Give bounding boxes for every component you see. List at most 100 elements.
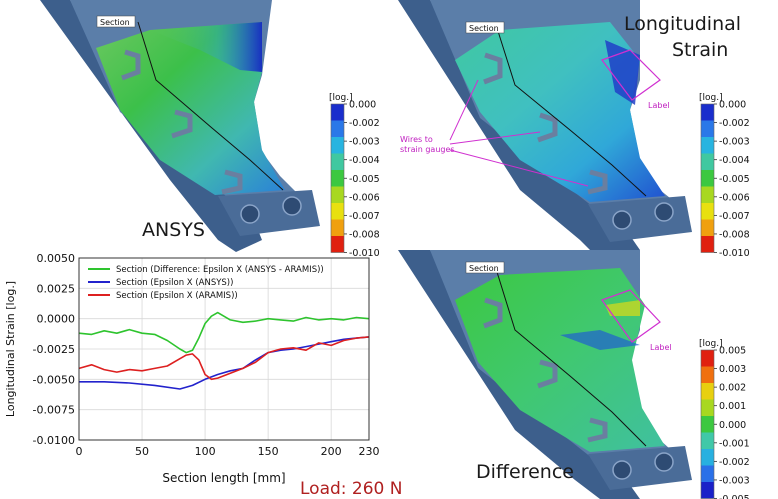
ansys-wire-trace-3 (221, 169, 243, 195)
aramis-title-line1: Longitudinal (624, 13, 741, 35)
colorbar-difference-tick-label: -0.005 (719, 494, 750, 499)
diff-label-box (601, 289, 661, 343)
colorbar-aramis-swatch (701, 236, 714, 253)
diff-bolt-hole-1 (612, 460, 632, 480)
ansys-section-tag-box (96, 15, 136, 28)
colorbar-ansys-tick-label: 0.000 (349, 100, 376, 111)
colorbar-aramis-swatch (701, 170, 714, 187)
diff-yellow-streak (605, 300, 640, 316)
y-tick-label: -0.0025 (33, 343, 75, 356)
colorbar-difference-tick-label: 0.003 (719, 364, 746, 375)
colorbar-aramis-swatch (701, 104, 714, 121)
colorbar-ansys-swatch (331, 219, 344, 236)
y-axis-label: Longitudinal Strain [log.] (4, 281, 17, 417)
x-axis-label: Section length [mm] (162, 471, 285, 485)
colorbar-aramis-swatch (701, 120, 714, 137)
colorbar-aramis-tick-label: 0.000 (719, 100, 746, 111)
aramis-section-tag: Section (469, 24, 499, 33)
y-tick-labels: 0.0050 0.0025 0.0000 -0.0025 -0.0050 -0.0075 -… (33, 252, 75, 447)
aramis-section-tag-box (465, 21, 505, 34)
colorbar-ansys-swatch (331, 137, 344, 154)
colorbar-difference-unit: [log.] (699, 339, 723, 349)
diff-title: Difference (476, 461, 574, 483)
aramis-bolt-hole-2 (654, 202, 674, 222)
colorbar-difference-swatch (701, 366, 714, 383)
colorbar-difference-tick-label: 0.001 (719, 401, 746, 412)
colorbar-ansys-swatch (331, 104, 344, 121)
ansys-wire-trace-1 (121, 49, 141, 81)
diff-section-tag: Section (469, 264, 499, 273)
colorbar-aramis-tick-label: -0.002 (719, 118, 750, 129)
colorbar-aramis-tick-label: -0.006 (719, 192, 750, 203)
diff-blue-streak (560, 330, 640, 350)
ansys-panel: Section ANSYS (40, 0, 320, 252)
diff-wire-trace-2 (537, 359, 558, 389)
diff-section-tag-box (465, 261, 505, 274)
colorbar-aramis-tick-label: -0.010 (719, 248, 750, 259)
x-tick-label: 150 (258, 445, 279, 458)
colorbar-ansys-unit: [log.] (329, 93, 353, 103)
aramis-panel: Section Label Wires to strain gauges Lon… (398, 0, 741, 260)
diff-bolt-hole-2 (654, 452, 674, 472)
aramis-title-line2: Strain (672, 39, 728, 61)
colorbar-ansys-swatch (331, 170, 344, 187)
x-tick-label: 0 (76, 445, 83, 458)
diff-strain-field (455, 268, 665, 452)
colorbar-difference-swatch (701, 383, 714, 400)
aramis-wire-trace-2 (537, 112, 558, 143)
ansys-bolt-hole-2 (282, 196, 302, 216)
legend-entry-3: Section (Epsilon X (ARAMIS)) (116, 291, 238, 301)
colorbar-ansys-swatch (331, 203, 344, 220)
aramis-wire-trace-1 (483, 52, 503, 85)
colorbar-ansys-tick-label: -0.006 (349, 192, 380, 203)
plot-frame (78, 257, 370, 441)
colorbar-aramis-tick-label: -0.005 (719, 174, 750, 185)
diff-wire-trace-1 (483, 297, 503, 329)
colorbar-ansys-swatch (331, 236, 344, 253)
colorbar-ansys-tick-label: -0.005 (349, 174, 380, 185)
x-tick-labels: 0 50 100 150 200 230 (76, 445, 380, 458)
colorbar-aramis-swatch (701, 137, 714, 154)
colorbar-difference-swatch (701, 350, 714, 367)
colorbar-ansys: [log.]0.000 -0.002 -0.003 -0.004 -0.005 -0.00… (329, 93, 380, 259)
load-label: Load: 260 N (300, 479, 402, 499)
colorbar-ansys-tick-label: -0.010 (349, 248, 380, 259)
colorbar-difference-tick-label: 0.000 (719, 420, 746, 431)
x-tick-label: 100 (195, 445, 216, 458)
ansys-strain-field-overlay (150, 22, 262, 72)
colorbar-aramis-swatch (701, 219, 714, 236)
colorbar-difference-tick-label: -0.003 (719, 475, 750, 486)
colorbar-aramis-tick-label: -0.004 (719, 155, 750, 166)
ansys-wire-trace-2 (171, 109, 193, 139)
x-tick-label: 50 (135, 445, 149, 458)
diff-wire-trace-3 (587, 417, 608, 443)
colorbar-difference-tick-label: 0.005 (719, 346, 746, 357)
y-tick-label: 0.0025 (37, 282, 76, 295)
wires-callout-line2: strain gauges (400, 145, 455, 154)
colorbar-difference-swatch (701, 399, 714, 416)
colorbar-aramis-swatch (701, 203, 714, 220)
colorbar-difference-swatch (701, 449, 714, 466)
wires-callout-leader-3 (449, 149, 589, 187)
colorbar-ansys-tick-label: -0.007 (349, 211, 380, 222)
colorbar-aramis-tick-label: -0.007 (719, 211, 750, 222)
colorbar-difference: [log.]0.005 0.003 0.002 0.001 0.000 -0.001 -0.… (699, 339, 750, 499)
diff-section-line (496, 271, 647, 447)
aramis-wire-trace-3 (587, 169, 608, 195)
y-tick-label: 0.0050 (37, 252, 76, 265)
y-tick-label: 0.0000 (37, 313, 76, 326)
wires-callout-leader-1 (449, 79, 479, 141)
diff-label-tag: Label (650, 343, 672, 352)
colorbar-difference-swatch (701, 482, 714, 499)
aramis-label-tag: Label (648, 101, 670, 110)
colorbar-difference-tick-label: -0.002 (719, 457, 750, 468)
ansys-section-line (137, 21, 284, 191)
series-lines (78, 311, 370, 390)
colorbar-ansys-tick-label: -0.002 (349, 118, 380, 129)
colorbar-ansys-tick-label: -0.004 (349, 155, 380, 166)
colorbar-difference-tick-label: 0.002 (719, 383, 746, 394)
ansys-section-tag: Section (100, 18, 130, 27)
wires-callout-leader-2 (449, 131, 541, 145)
aramis-section-line (496, 27, 647, 197)
